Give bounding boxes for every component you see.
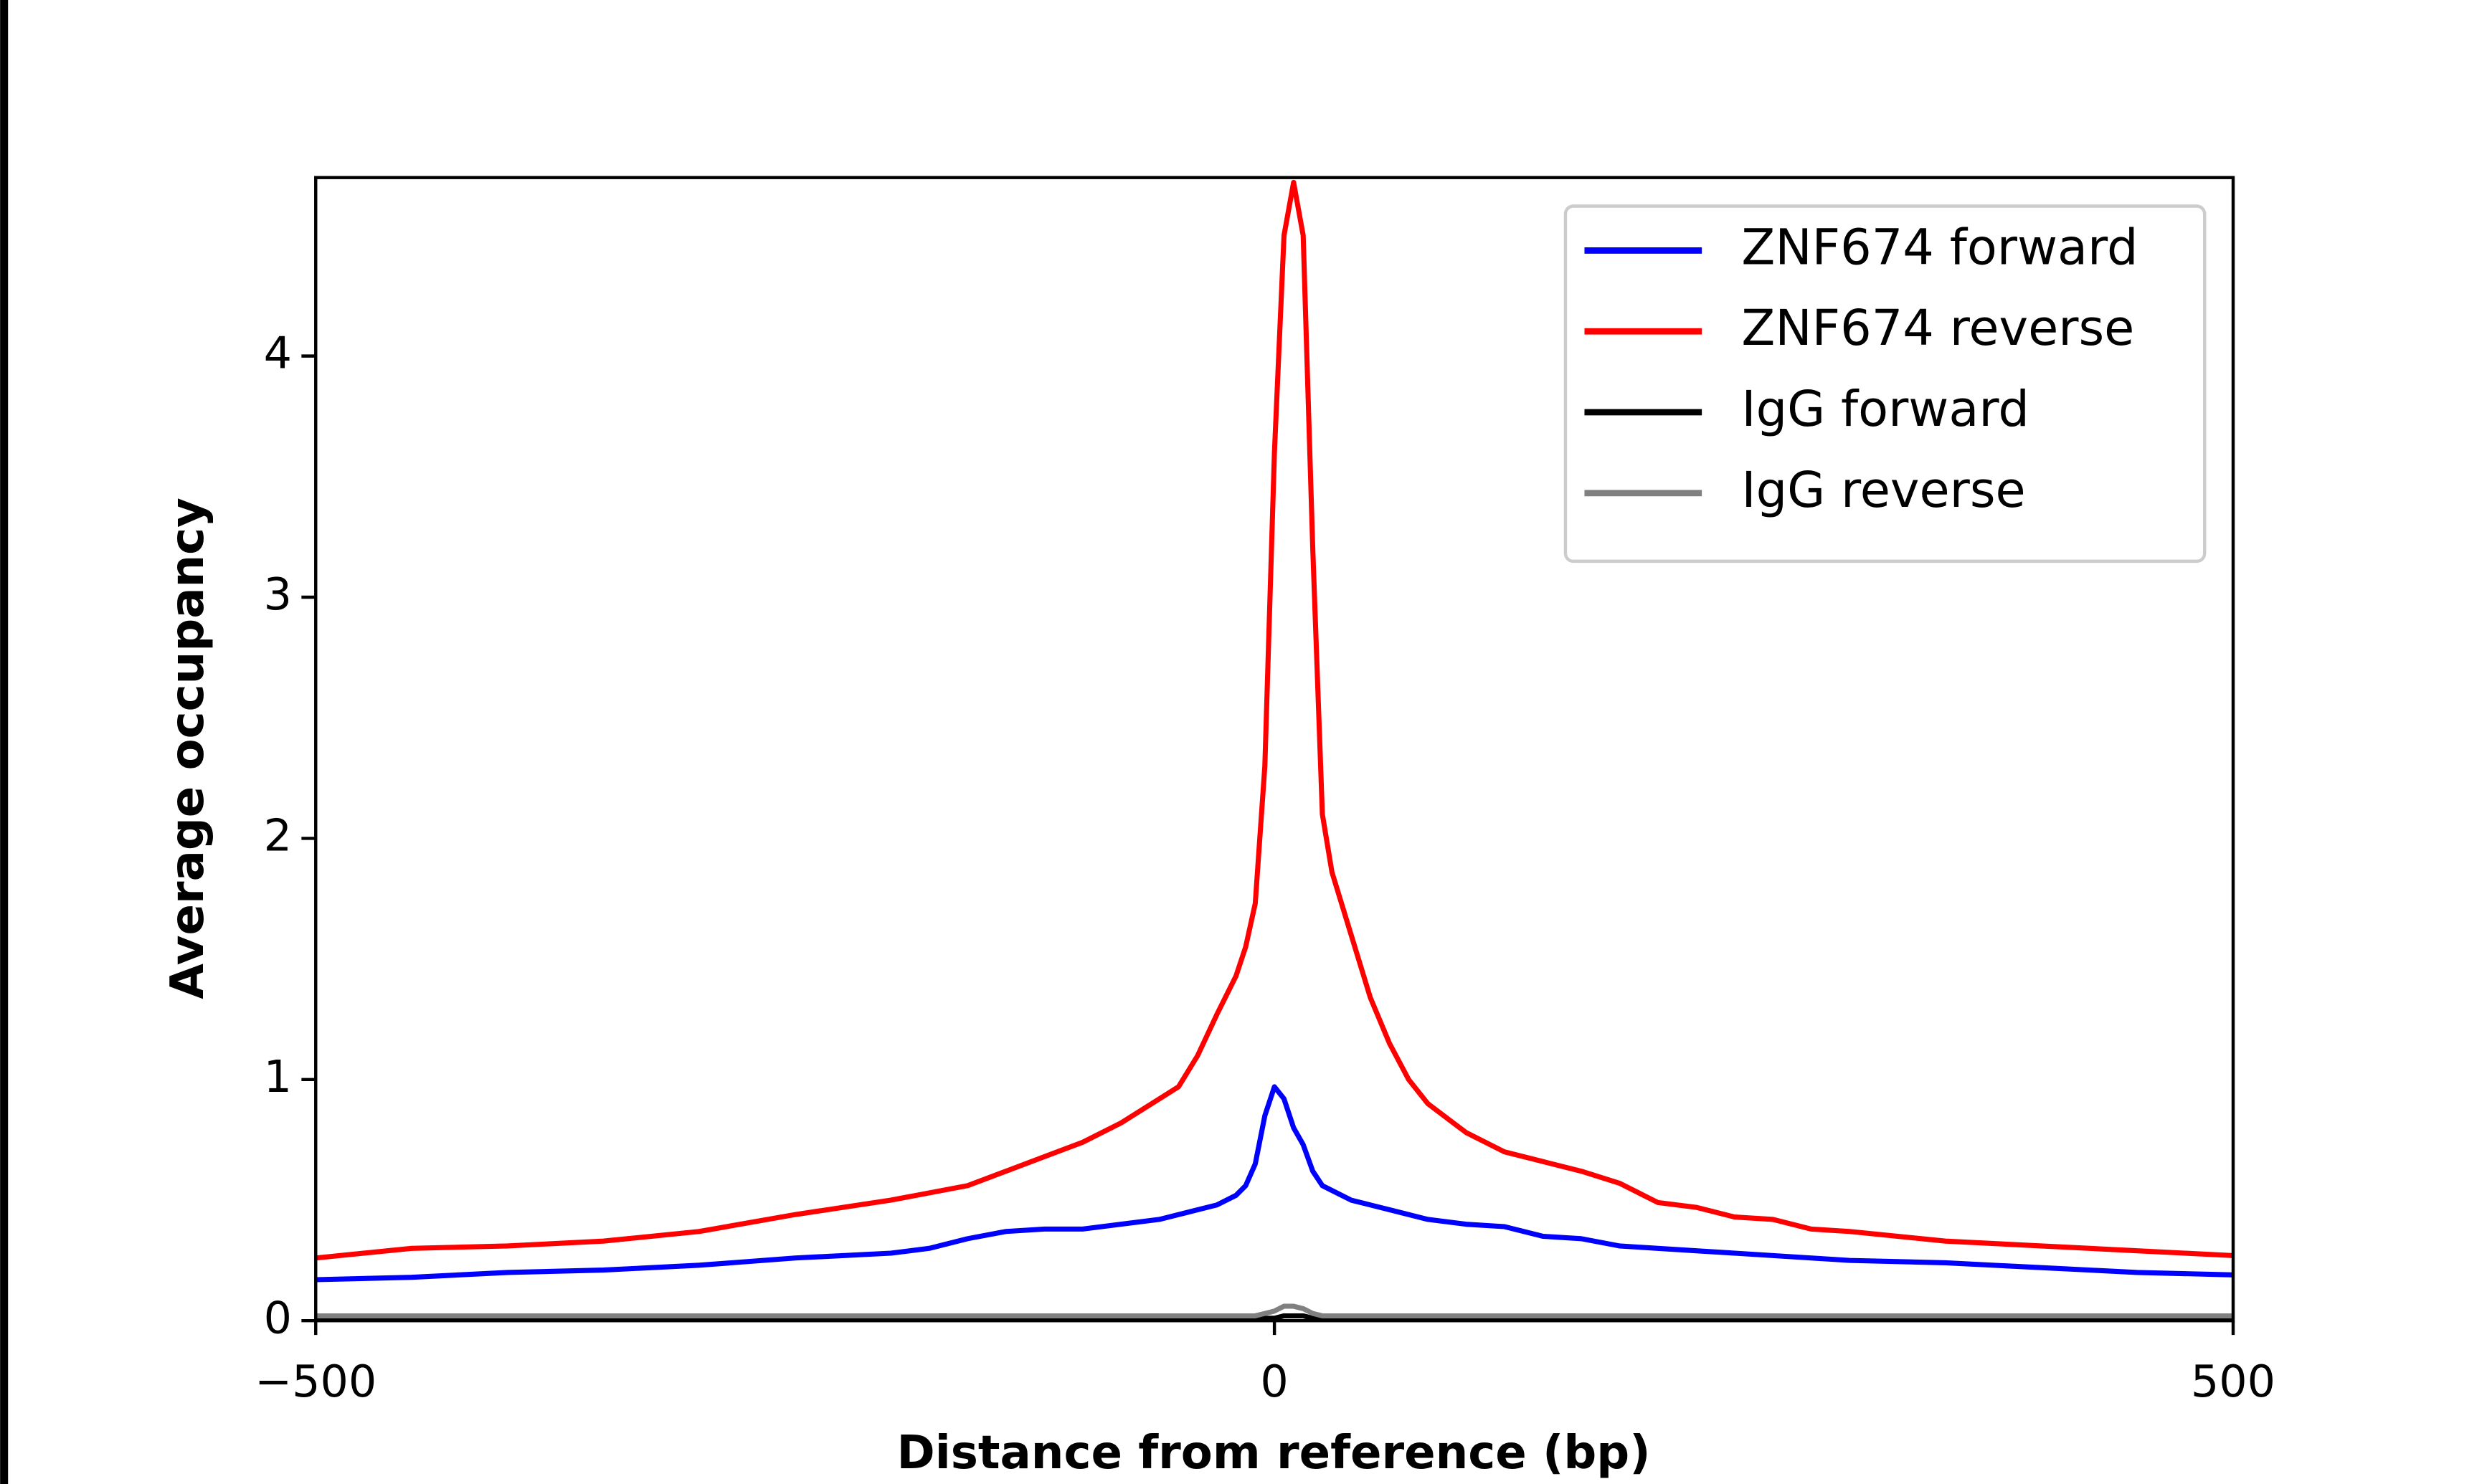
x-tick-label: −500 xyxy=(255,1356,376,1407)
window-edge xyxy=(0,0,9,1484)
data-line xyxy=(316,1303,2234,1319)
y-tick-label: 1 xyxy=(264,1051,292,1103)
legend-label: ZNF674 forward xyxy=(1741,219,2138,276)
legend-label: ZNF674 reverse xyxy=(1741,300,2134,357)
legend-box xyxy=(1563,204,2207,563)
x-tick-label: 500 xyxy=(2191,1356,2275,1407)
y-tick-label: 4 xyxy=(264,328,292,379)
y-tick-label: 2 xyxy=(264,809,292,861)
data-line xyxy=(316,1084,2234,1283)
y-tick-label: 0 xyxy=(264,1292,292,1343)
legend-label: IgG reverse xyxy=(1741,462,2025,519)
y-axis-label: Average occupancy xyxy=(161,498,214,999)
legend-label: IgG forward xyxy=(1741,381,2029,438)
data-line xyxy=(316,179,2234,1261)
x-tick-label: 0 xyxy=(1260,1356,1288,1407)
x-axis-label: Distance from reference (bp) xyxy=(897,1426,1651,1480)
y-tick-label: 3 xyxy=(264,569,292,620)
